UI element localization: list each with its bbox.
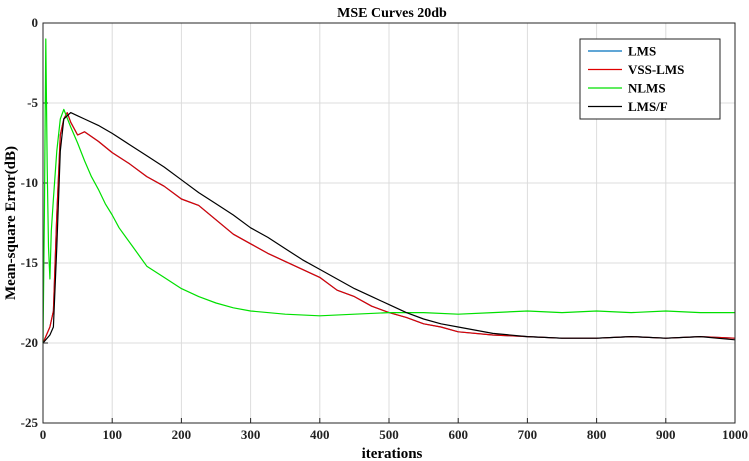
y-tick-label: -25 [21,415,39,430]
legend-label-vss-lms: VSS-LMS [628,62,684,77]
series-line-vss-lms [42,112,736,344]
legend-label-lms: LMS [628,44,656,59]
legend: LMS VSS-LMS NLMS LMS/F [579,38,721,120]
plot-frame [42,22,736,424]
series-line-lms-f [42,112,736,344]
chart-title: MSE Curves 20db [337,6,447,21]
series-line-nlms [42,38,735,344]
x-axis-label: iterations [362,446,423,461]
y-tick-label: -15 [21,255,39,270]
y-tick-label: -20 [21,335,38,350]
y-tick-label: -5 [27,95,38,110]
x-tick-label: 900 [656,427,676,442]
x-tick-label: 700 [518,427,538,442]
x-tick-labels: 0 100 200 300 400 500 600 700 800 900 1000 [40,427,748,442]
y-tick-label: -10 [21,175,38,190]
x-tick-label: 600 [448,427,468,442]
x-tick-label: 100 [102,427,122,442]
y-axis-label: Mean-square Error(dB) [3,146,19,300]
x-tick-label: 300 [241,427,261,442]
y-tick-labels: 0 -5 -10 -15 -20 -25 [21,15,39,430]
x-tick-label: 0 [40,427,47,442]
x-tick-label: 800 [587,427,607,442]
x-tick-label: 1000 [722,427,748,442]
x-tick-label: 200 [172,427,192,442]
legend-label-lms-f: LMS/F [628,99,668,114]
y-tick-label: 0 [32,15,39,30]
x-tick-label: 400 [310,427,330,442]
legend-label-nlms: NLMS [628,81,666,96]
series-layer [42,38,736,344]
legend-box [579,38,721,120]
x-tick-label: 500 [379,427,399,442]
